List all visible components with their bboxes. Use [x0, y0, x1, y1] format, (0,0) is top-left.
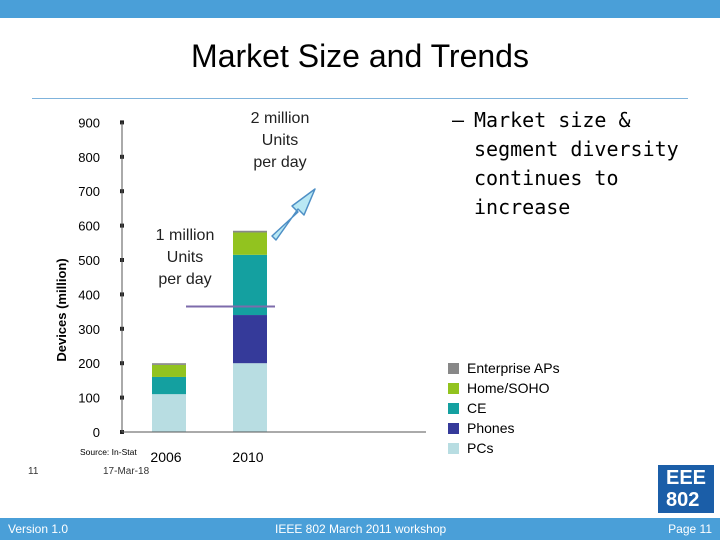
bar-ce-2010 [233, 254, 267, 316]
y-tick-label: 300 [78, 322, 100, 337]
legend-swatch [448, 402, 459, 414]
bar-pcs-2010 [233, 363, 267, 432]
legend-item: PCs [448, 438, 560, 458]
ieee-802-logo: EEE 802 [658, 465, 714, 513]
bar-enterprise-aps-2006 [152, 363, 186, 365]
chart-legend: Enterprise APs Home/SOHO CE Phones PCs [448, 358, 560, 458]
legend-item: Phones [448, 418, 560, 438]
y-axis-label: Devices (million) [54, 258, 69, 361]
bullet-dash: – [452, 108, 465, 132]
title-divider [32, 98, 688, 99]
legend-item: Home/SOHO [448, 378, 560, 398]
y-tick-label: 0 [93, 425, 100, 440]
legend-item: Enterprise APs [448, 358, 560, 378]
legend-label: Phones [467, 420, 515, 436]
growth-arrow-icon [271, 188, 316, 241]
footer-version: Version 1.0 [8, 522, 69, 536]
bar-home-soho-2006 [152, 364, 186, 377]
legend-swatch [448, 382, 459, 394]
footer-event: IEEE 802 March 2011 workshop [275, 522, 447, 536]
legend-label: Home/SOHO [467, 380, 550, 396]
bar-phones-2010 [233, 315, 267, 364]
legend-item: CE [448, 398, 560, 418]
legend-swatch [448, 362, 459, 374]
bar-home-soho-2010 [233, 232, 267, 255]
footer-page: Page 11 [668, 522, 712, 536]
source-note: Source: In-Stat [80, 447, 137, 457]
bar-enterprise-aps-2010 [233, 230, 267, 233]
y-tick-label: 900 [78, 115, 100, 130]
x-tick-label: 2010 [232, 449, 263, 465]
x-tick-label: 2006 [150, 449, 181, 465]
legend-label: CE [467, 400, 487, 416]
bar-ce-2006 [152, 376, 186, 395]
y-tick-label: 600 [78, 219, 100, 234]
logo-line-2: 802 [666, 489, 700, 511]
logo-line-1: EEE [666, 467, 707, 489]
slide-number: 11 [28, 466, 39, 477]
legend-label: Enterprise APs [467, 360, 560, 376]
annotation-two-million: 2 million Units per day [251, 110, 310, 171]
legend-label: PCs [467, 440, 494, 456]
bullet-text: Market size & segment diversity continue… [474, 108, 679, 219]
bullet-point: – Market size & segment diversity contin… [452, 106, 712, 222]
top-accent-bar [0, 0, 720, 18]
bar-pcs-2006 [152, 394, 186, 432]
y-tick-label: 500 [78, 253, 100, 268]
slide-date: 17-Mar-18 [103, 466, 150, 477]
annotation-one-million: 1 million Units per day [156, 227, 215, 288]
footer-bar: Version 1.0 IEEE 802 March 2011 workshop… [0, 518, 720, 540]
slide-title: Market Size and Trends [191, 38, 529, 74]
y-tick-label: 700 [78, 184, 100, 199]
y-tick-label: 800 [78, 150, 100, 165]
y-tick-label: 400 [78, 287, 100, 302]
legend-swatch [448, 422, 459, 434]
y-tick-label: 200 [78, 356, 100, 371]
y-tick-label: 100 [78, 391, 100, 406]
legend-swatch [448, 442, 459, 454]
